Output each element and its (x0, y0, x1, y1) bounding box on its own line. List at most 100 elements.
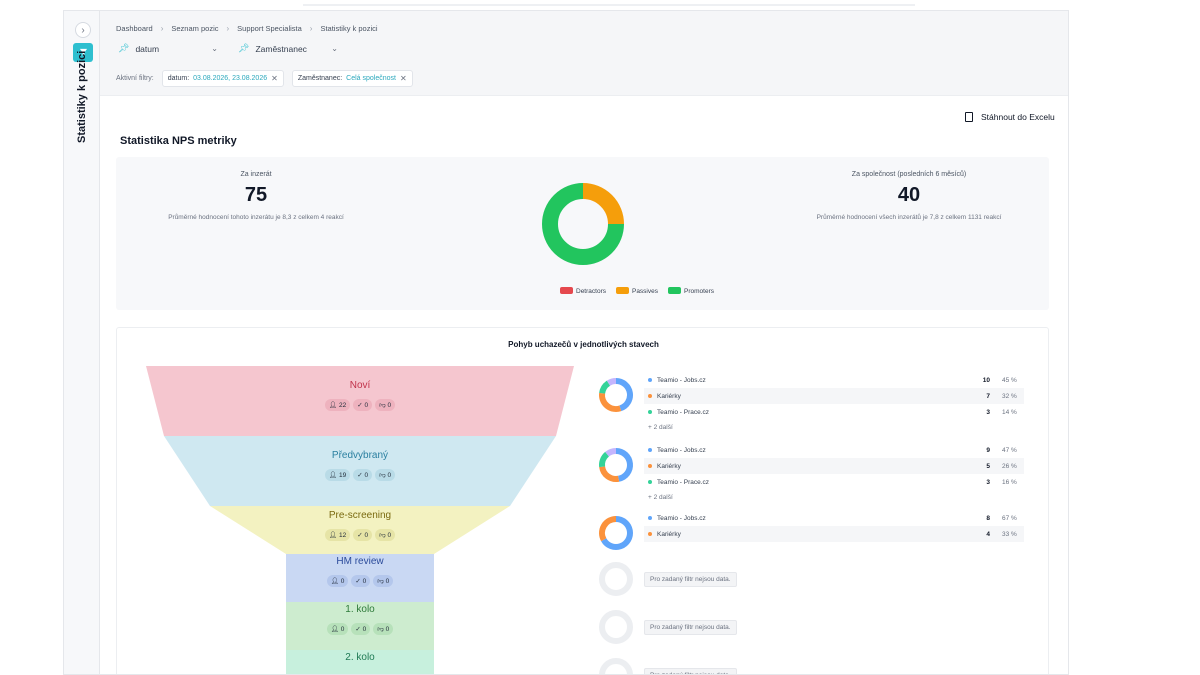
stage-name: HM review (336, 556, 384, 567)
donut-slice (601, 516, 633, 550)
source-row: Teamio - Jobs.cz 9 47 % (644, 442, 1024, 458)
source-row: Teamio - Prace.cz 3 14 % (644, 404, 1024, 420)
legend-label: Detractors (576, 288, 606, 295)
filter-chip-employee[interactable]: Zaměstnanec: Celá společnost ✕ (291, 70, 413, 87)
funnel-stage[interactable]: 2. kolo (144, 652, 576, 663)
donut-slice (599, 451, 610, 468)
download-excel-button[interactable]: Stáhnout do Excelu (965, 112, 1055, 122)
source-list: Teamio - Jobs.cz 9 47 % Kariérky 5 26 % Teamio… (644, 442, 1024, 501)
people-badge: 👤︎ 19 (324, 469, 351, 481)
filter-chip-date[interactable]: datum: 03.08.2026, 23.08.2026 ✕ (161, 70, 284, 87)
no-data-message: Pro zadaný filtr nejsou data. (644, 668, 737, 674)
people-badge: 👤︎ 0 (326, 575, 349, 587)
rejected-badge: 👎︎ 0 (375, 399, 396, 411)
donut-slice (606, 378, 617, 386)
rejected-badge: 👎︎ 0 (373, 575, 394, 587)
source-row: Teamio - Prace.cz 3 16 % (644, 474, 1024, 490)
funnel-stage[interactable]: Předvybraný 👤︎ 19 ✓ 0 👎︎ 0 (144, 450, 576, 481)
stage-name: Pre-screening (328, 510, 392, 521)
chevron-down-icon: ⌄ (211, 44, 218, 53)
close-icon[interactable]: ✕ (271, 74, 278, 83)
chip-value: Celá společnost (346, 75, 396, 82)
stage-name: Předvybraný (331, 450, 389, 461)
date-filter-label: datum (135, 43, 160, 54)
kpi-value: 40 (897, 184, 921, 206)
employee-filter-label: Zaměstnanec (255, 43, 307, 54)
employee-filter-select[interactable]: 📌︎ Zaměstnanec ⌄ (238, 43, 338, 54)
legend-label: Promoters (684, 288, 714, 295)
breadcrumb-item[interactable]: Support Specialista (237, 24, 302, 33)
funnel-stage[interactable]: Noví 👤︎ 22 ✓ 0 👎︎ 0 (144, 380, 576, 411)
funnel-stage[interactable]: Pre-screening 👤︎ 12 ✓ 0 👎︎ 0 (144, 510, 576, 541)
nps-slice-passives[interactable] (582, 183, 624, 225)
candidate-flow-card: Pohyb uchazečů v jednotlivých stavech No… (116, 327, 1049, 674)
funnel-stage-shape (286, 650, 434, 674)
stage-name: 2. kolo (345, 652, 375, 663)
breadcrumb-chevron-icon: › (309, 24, 313, 33)
source-row: Kariérky 7 32 % (644, 388, 1024, 404)
document-icon (965, 112, 973, 122)
donut-slice (599, 380, 611, 394)
source-list: Teamio - Jobs.cz 8 67 % Kariérky 4 33 % (644, 510, 1024, 542)
empty-ring (599, 562, 633, 596)
kpi-value: 75 (244, 184, 268, 206)
color-dot (648, 378, 652, 382)
legend-label: Passives (631, 288, 658, 295)
source-name: Teamio - Prace.cz (657, 478, 710, 486)
color-dot (648, 516, 652, 520)
color-dot (648, 394, 652, 398)
breadcrumb-item[interactable]: Seznam pozic (171, 24, 219, 33)
stage-badges: 👤︎ 12 ✓ 0 👎︎ 0 (144, 529, 576, 541)
funnel-stage[interactable]: HM review 👤︎ 0 ✓ 0 👎︎ 0 (144, 556, 576, 587)
stage-badges: 👤︎ 22 ✓ 0 👎︎ 0 (144, 399, 576, 411)
source-donut-chart (599, 448, 633, 482)
source-percent: 45 % (1002, 376, 1017, 384)
source-percent: 14 % (1002, 408, 1017, 416)
accepted-badge: ✓ 0 (353, 399, 373, 411)
nps-slice-promoters[interactable] (542, 183, 624, 265)
rejected-badge: 👎︎ 0 (373, 623, 394, 635)
left-rail: › Statistiky k pozici (64, 11, 100, 674)
kpi-label: Za společnost (posledních 6 měsíců) (851, 171, 967, 178)
accepted-badge: ✓ 0 (353, 529, 373, 541)
chip-key: Zaměstnanec: (297, 75, 343, 82)
source-percent: 16 % (1002, 478, 1017, 486)
stage-badges: 👤︎ 0 ✓ 0 👎︎ 0 (144, 575, 576, 587)
kpi-ad: Za inzerát 75 Průměrné hodnocení tohoto … (116, 171, 396, 221)
breadcrumb-chevron-icon: › (226, 24, 230, 33)
filter-header: Dashboard › Seznam pozic › Support Speci… (100, 11, 1068, 96)
donut-slice (599, 392, 622, 412)
donut-slice (599, 466, 620, 482)
date-filter-select[interactable]: 📌︎ datum ⌄ (118, 43, 218, 54)
donut-slice (615, 448, 633, 482)
chip-value: 03.08.2026, 23.08.2026 (193, 75, 268, 82)
pin-icon: 📌︎ (238, 43, 250, 53)
nps-section-title: Statistika NPS metriky (120, 135, 237, 147)
source-name: Teamio - Jobs.cz (657, 376, 706, 384)
show-more-link[interactable]: + 2 další (648, 424, 673, 431)
source-count: 8 (986, 514, 990, 522)
source-donut-chart (599, 516, 633, 550)
source-row: Kariérky 4 33 % (644, 526, 1024, 542)
pin-icon: 📌︎ (118, 43, 130, 53)
download-label: Stáhnout do Excelu (981, 112, 1055, 122)
legend-swatch (668, 287, 681, 294)
filter-icon[interactable] (73, 43, 93, 62)
legend-item[interactable]: Promoters (668, 287, 714, 295)
close-icon[interactable]: ✕ (399, 74, 407, 83)
expand-rail-icon[interactable]: › (75, 22, 91, 38)
people-badge: 👤︎ 12 (324, 529, 351, 541)
active-filters: Aktivní filtry: datum: 03.08.2026, 23.08… (116, 70, 413, 87)
breadcrumb-item[interactable]: Dashboard (116, 24, 153, 33)
legend-item[interactable]: Passives (615, 287, 658, 295)
funnel-stage[interactable]: 1. kolo 👤︎ 0 ✓ 0 👎︎ 0 (144, 604, 576, 635)
legend-item[interactable]: Detractors (560, 287, 606, 295)
source-row: Teamio - Jobs.cz 10 45 % (644, 372, 1024, 388)
nps-legend: Detractors Passives Promoters (560, 287, 714, 295)
source-name: Kariérky (657, 392, 681, 400)
source-count: 5 (986, 462, 990, 470)
show-more-link[interactable]: + 2 další (648, 494, 673, 501)
source-row: Kariérky 5 26 % (644, 458, 1024, 474)
filter-selects: 📌︎ datum ⌄ 📌︎ Zaměstnanec ⌄ (118, 43, 338, 54)
